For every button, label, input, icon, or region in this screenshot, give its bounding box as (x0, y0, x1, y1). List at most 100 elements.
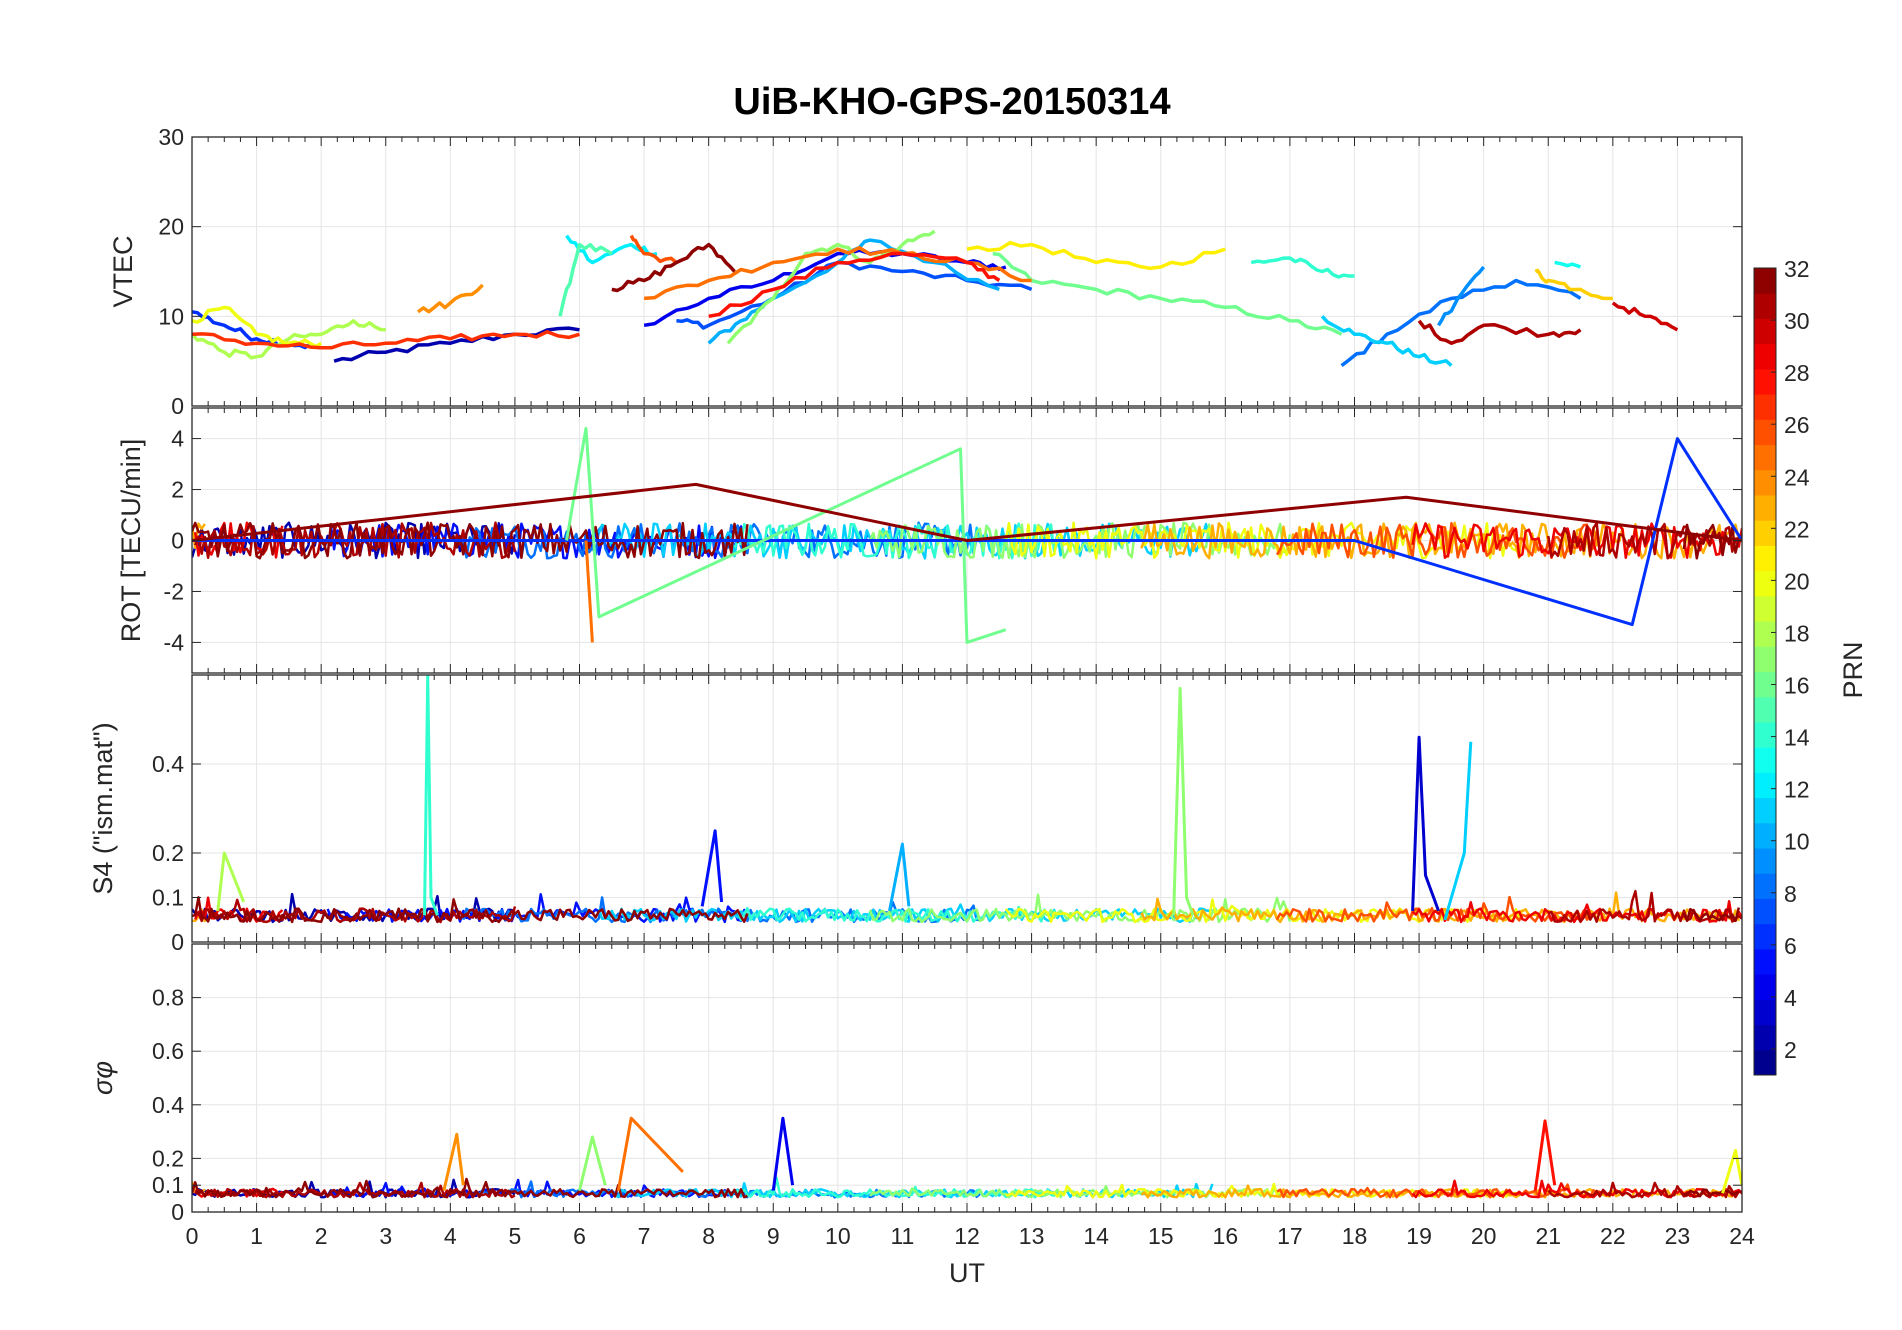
y-tick-labels: 00.10.2 0.4 0.6 0.8 (152, 985, 1742, 1225)
series-prn-22 (1534, 268, 1613, 301)
series-prn-15 (558, 242, 613, 317)
colorbar-segment (1754, 469, 1776, 496)
colorbar-tick-label: 18 (1784, 620, 1810, 646)
colorbar-segment (1754, 1049, 1776, 1076)
y-tick-label: 0.1 (152, 1172, 184, 1198)
x-tick-label: 17 (1277, 1223, 1303, 1249)
series-line (1411, 522, 1742, 559)
x-tick-label: 20 (1471, 1223, 1497, 1249)
colorbar-segment (1754, 318, 1776, 345)
y-tick-label: 0.6 (152, 1038, 184, 1064)
series-line (1547, 1181, 1742, 1199)
colorbar-segment (1754, 268, 1776, 294)
x-tick-label: 7 (638, 1223, 651, 1249)
series-line (1547, 889, 1742, 924)
x-tick-label: 5 (509, 1223, 522, 1249)
x-tick-label: 24 (1729, 1223, 1755, 1249)
series-line (597, 522, 1214, 560)
y-tick-label: 0 (171, 528, 184, 554)
x-ticks (191, 137, 1743, 406)
series-line (192, 896, 749, 924)
series-prn-20 (1721, 1148, 1742, 1194)
figure-title: UiB-KHO-GPS-20150314 (733, 81, 1170, 123)
series-prn-14 (1250, 256, 1355, 279)
colorbar-segment (1754, 343, 1776, 370)
colorbar-tick-label: 10 (1784, 829, 1810, 855)
series-layer (192, 426, 1742, 644)
series-line (1682, 523, 1741, 560)
colorbar-segment (1754, 898, 1776, 925)
series-line (1547, 521, 1742, 560)
colorbar-frame (1753, 267, 1777, 1076)
y-tick-label: 2 (171, 477, 184, 503)
colorbar-segment (1754, 595, 1776, 622)
colorbar-segment (1754, 1024, 1776, 1051)
colorbar-segment (1754, 797, 1776, 824)
y-tick-label: 0 (171, 393, 184, 419)
x-tick-label: 21 (1535, 1223, 1561, 1249)
series-prn-9 (1437, 265, 1486, 327)
y-tick-label: 0 (171, 929, 184, 955)
colorbar-tick-label: 30 (1784, 308, 1810, 334)
series-prn-32 (611, 242, 736, 293)
colorbar-segment (1754, 822, 1776, 849)
x-axis-label: UT (949, 1258, 985, 1288)
series-prn-32 (192, 482, 1742, 542)
colorbar-segment (1754, 696, 1776, 723)
colorbar-segment (1754, 494, 1776, 521)
colorbar-segment (1754, 873, 1776, 899)
series-prn-13 (1554, 260, 1582, 269)
colorbar-segment (1754, 621, 1776, 647)
series-line (192, 1177, 748, 1199)
colorbar-segment (1754, 545, 1776, 572)
colorbar-tick-label: 22 (1784, 516, 1810, 542)
colorbar-tick-label: 26 (1784, 412, 1810, 438)
x-tick-label: 18 (1342, 1223, 1368, 1249)
y-tick-label: -2 (164, 578, 184, 604)
x-tick-label: 11 (890, 1223, 914, 1249)
y-axis-label: ROT [TECU/min] (116, 439, 146, 643)
colorbar-segment (1754, 772, 1776, 799)
colorbar-segment (1754, 444, 1776, 471)
x-tick-label: 14 (1083, 1223, 1109, 1249)
series-prn-25 (616, 1116, 684, 1191)
series-prn-30 (1611, 301, 1679, 332)
y-tick-labels: -4 -2 0 2 4 (164, 426, 1742, 655)
colorbar-tick-label: 12 (1784, 777, 1810, 803)
x-tick-label: 4 (444, 1223, 457, 1249)
colorbar-segment (1754, 848, 1776, 874)
colorbar-tick-label: 14 (1784, 725, 1810, 751)
series-prn-5 (700, 829, 724, 907)
series-prn-3 (1411, 735, 1440, 912)
x-tick-label: 3 (379, 1223, 392, 1249)
colorbar-label: PRN (1838, 641, 1868, 698)
series-prn-17 (726, 229, 936, 345)
colorbar-segment (1754, 747, 1776, 773)
series-prn-2 (333, 326, 580, 363)
series-layer (192, 229, 1679, 367)
series-line (1276, 1183, 1601, 1199)
colorbar-tick-label: 24 (1784, 464, 1810, 490)
series-line (462, 896, 980, 924)
x-tick-label: 8 (702, 1223, 715, 1249)
y-tick-label: 0.1 (152, 885, 184, 911)
colorbar-segment (1754, 368, 1776, 395)
series-prn-18 (216, 851, 246, 912)
series-prn-6 (192, 437, 1742, 627)
y-tick-label: 4 (171, 426, 184, 452)
panel-second: -4 -2 0 2 4 ROT [TECU/min] (116, 407, 1743, 674)
series-prn-10 (888, 842, 911, 912)
colorbar-segment (1754, 721, 1776, 748)
x-tick-label: 12 (954, 1223, 980, 1249)
colorbar-segment (1754, 570, 1776, 597)
y-tick-label: 0.2 (152, 840, 184, 866)
series-prn-21 (966, 240, 1226, 271)
x-tick-label: 9 (767, 1223, 780, 1249)
colorbar-segment (1754, 974, 1776, 1000)
y-tick-label: 30 (158, 124, 184, 150)
series-prn-4 (771, 1116, 795, 1191)
series-prn-24 (416, 283, 484, 314)
colorbar-segment (1754, 646, 1776, 672)
x-ticks (191, 944, 1743, 1212)
